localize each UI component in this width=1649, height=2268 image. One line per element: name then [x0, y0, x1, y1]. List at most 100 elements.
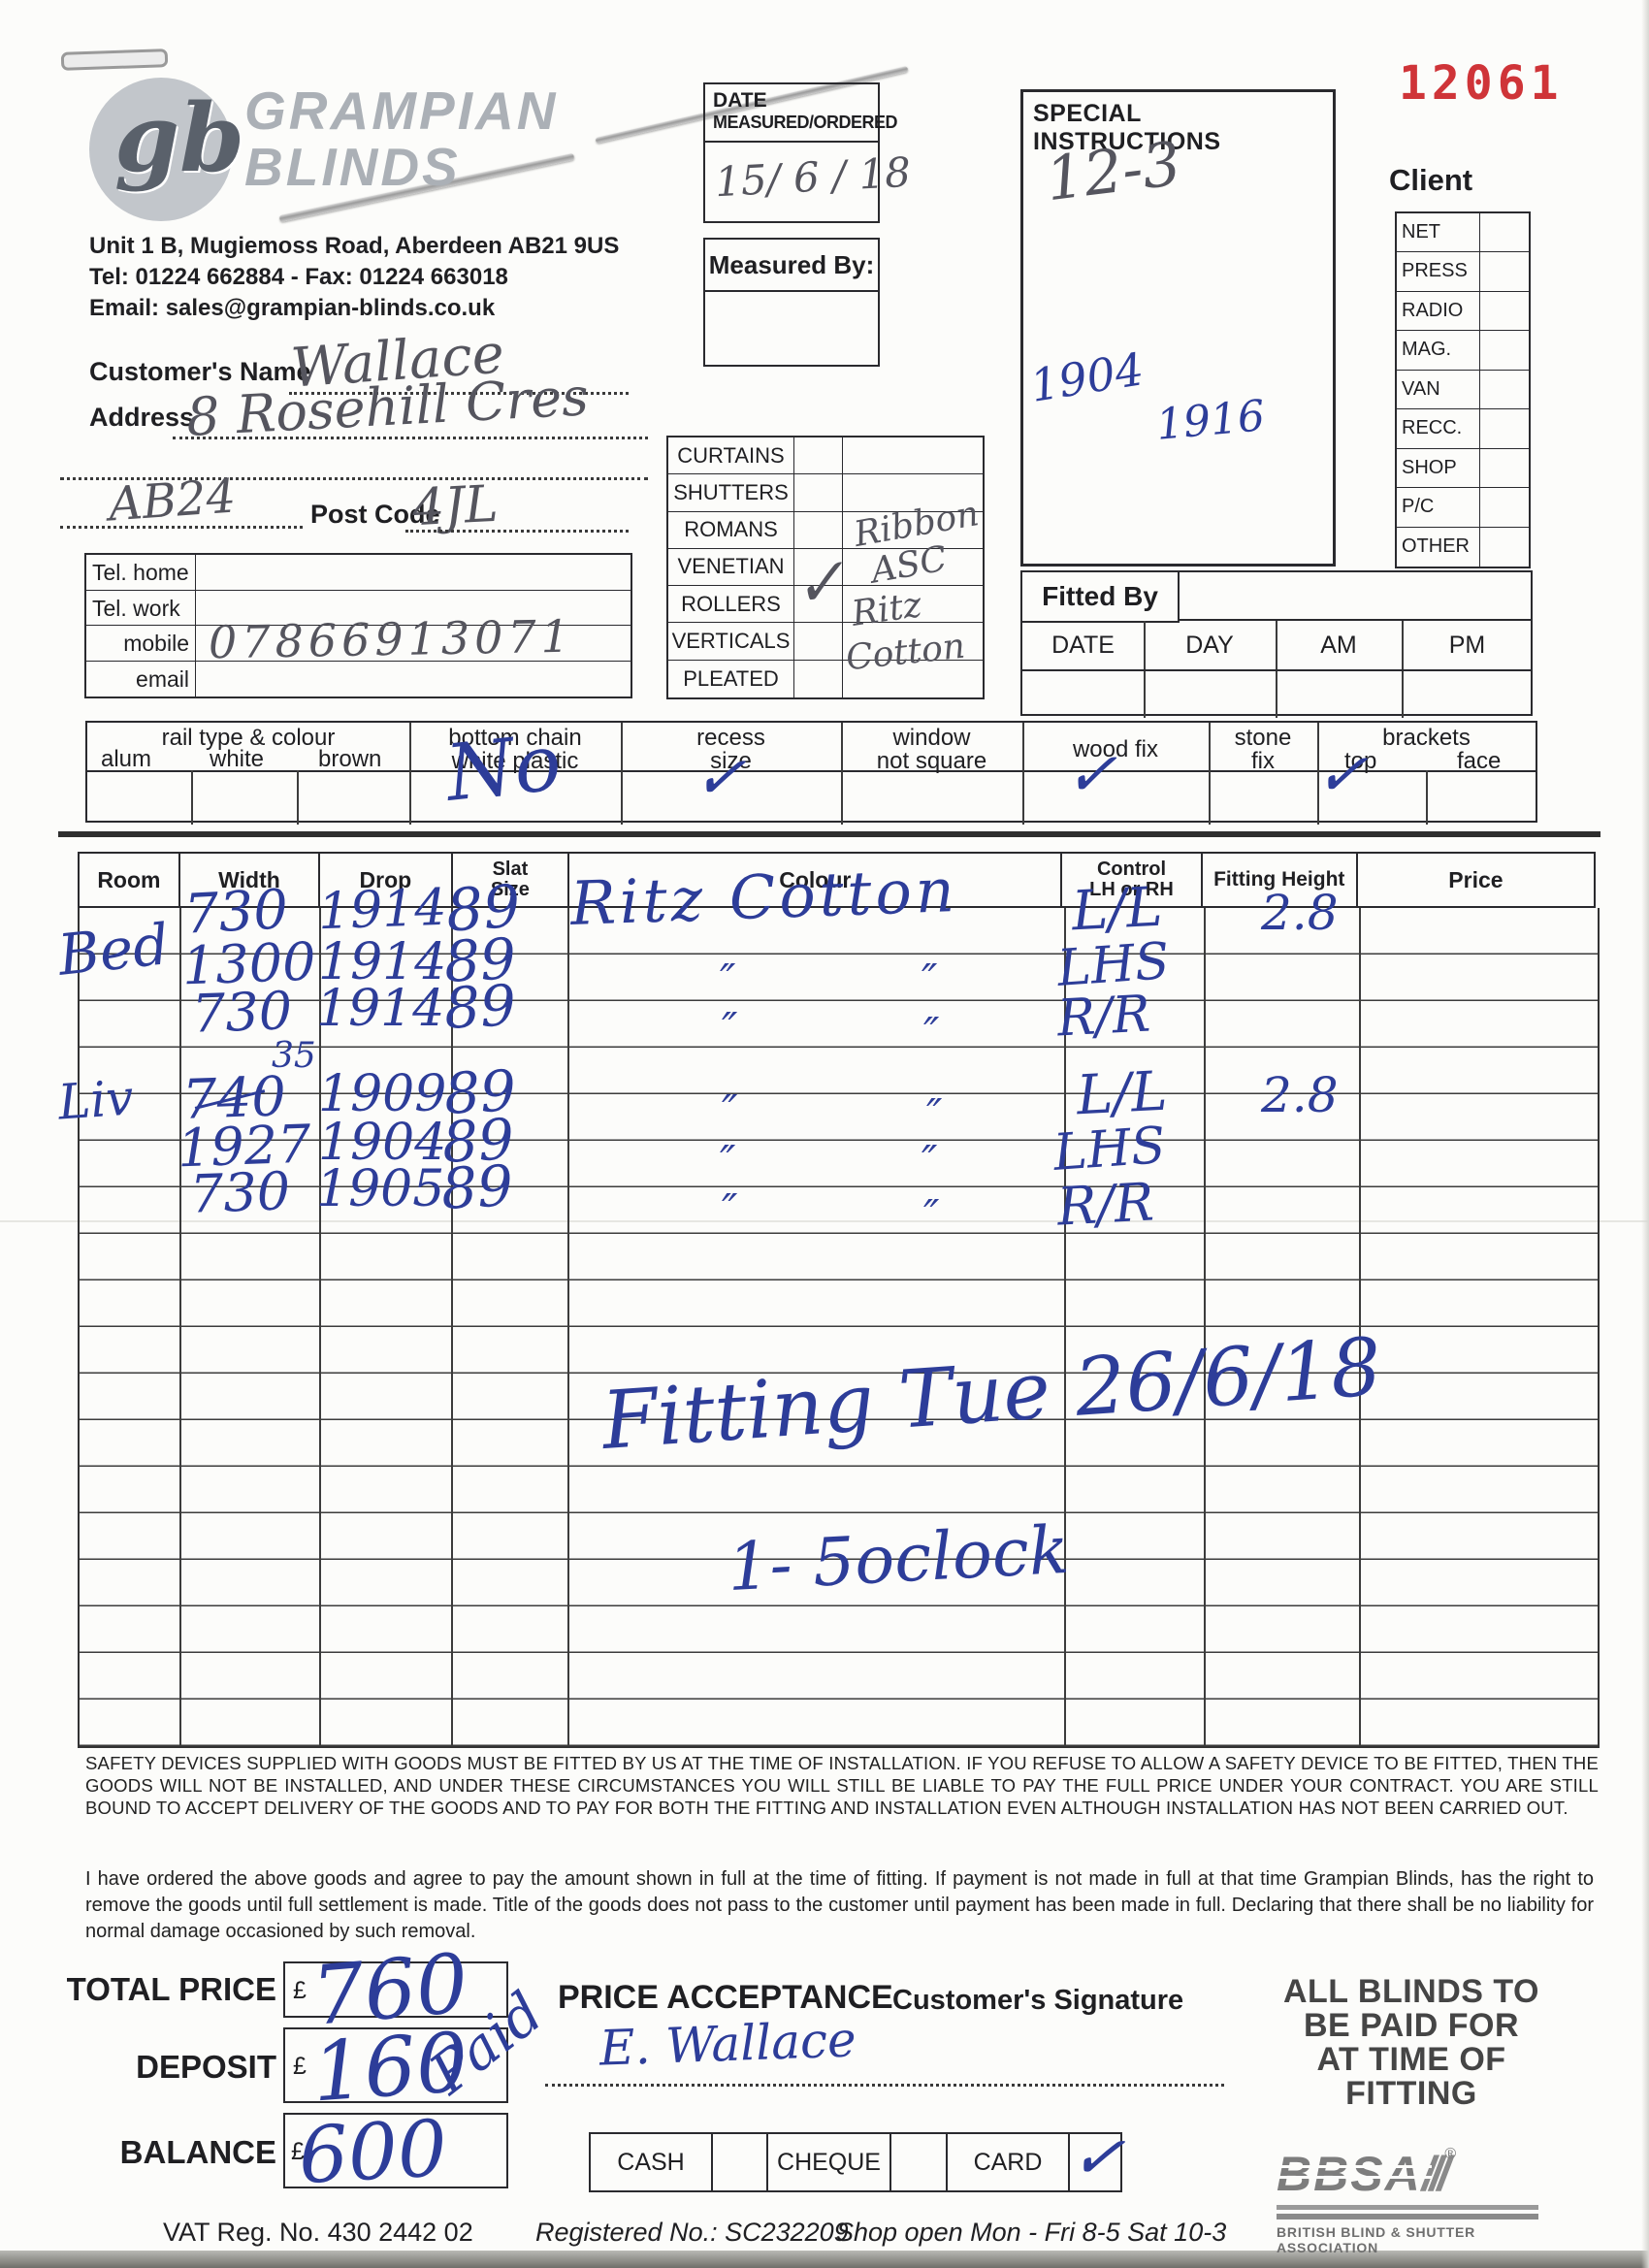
order-table-body [78, 908, 1600, 1748]
scan-right-edge [1641, 0, 1649, 2268]
payment-cheque-label: CHEQUE [768, 2134, 891, 2190]
client-row-recc: RECC. [1397, 409, 1480, 448]
phone-label-work: Tel. work [86, 590, 196, 625]
customers-signature-label: Customer's Signature [892, 1985, 1184, 2016]
client-row-radio: RADIO [1397, 291, 1480, 331]
deposit-label: DEPOSIT [136, 2049, 276, 2085]
wood-fix-tick: ✓ [1063, 738, 1118, 812]
row1-colour: Ritz Cotton [568, 855, 959, 939]
bbsa-stripe [1277, 2205, 1538, 2210]
fitted-by-label: Fitted By [1042, 581, 1158, 611]
customer-address2-value: AB24 [107, 469, 238, 533]
options-strip: rail type & colour alum white brown bott… [85, 721, 1537, 825]
client-checkbox [1480, 213, 1529, 251]
payment-card-label: CARD [948, 2134, 1070, 2190]
row6-drop: 1905 [316, 1160, 445, 1218]
section-divider-rule [58, 831, 1600, 837]
phone-home-value [196, 555, 630, 590]
client-row-pc: P/C [1397, 488, 1480, 527]
col-header-drop: Drop [320, 852, 453, 908]
customer-signature: E. Wallace [598, 2011, 857, 2077]
order-table-header: Room Width Drop Slat Size Colour Control L… [78, 852, 1596, 908]
bbsa-logo: BBSA///® BRITISH BLIND & SHUTTER ASSOCIA… [1277, 2146, 1568, 2255]
row4-height: 2.8 [1261, 1067, 1339, 1123]
deposit-box [283, 2027, 508, 2103]
client-checkbox [1480, 252, 1529, 290]
terms-paragraph-2: I have ordered the above goods and agree… [85, 1868, 1594, 1942]
postcode-dotted-line-right [405, 530, 629, 533]
company-logo-letters: gb [114, 83, 245, 193]
client-checkbox [1480, 409, 1529, 447]
company-email: Email: sales@grampian-blinds.co.uk [89, 295, 496, 321]
fitted-by-col-date: DATE [1051, 631, 1115, 659]
row1-drop: 1914 [316, 878, 448, 942]
client-checkbox [1480, 449, 1529, 487]
row5-drop: 1904 [318, 1114, 447, 1172]
special-instructions-label: SPECIAL INSTRUCTIONS [1033, 100, 1221, 155]
col-header-width: Width [179, 852, 321, 908]
row4-drop: 1909 [318, 1065, 447, 1123]
client-checkbox [1480, 488, 1529, 526]
payment-card-tick: ✓ [1067, 2117, 1129, 2197]
row4-ditto-2: ″ [926, 1090, 943, 1140]
recess-tick: ✓ [691, 740, 749, 816]
bbsa-letter-cutline [1277, 2165, 1432, 2168]
brackets-opt-top: top [1344, 748, 1377, 774]
rail-type-title: rail type & colour [161, 725, 336, 751]
product-check-cell [794, 474, 843, 511]
bbsa-registered-mark: ® [1444, 2146, 1457, 2162]
balance-box [283, 2113, 508, 2188]
client-row-net: NET [1397, 213, 1480, 252]
fitted-by-box: Fitted By DATE DAY AM PM [1020, 570, 1533, 718]
deposit-currency: £ [293, 2053, 307, 2080]
client-checkbox [1480, 371, 1529, 408]
col-header-room: Room [78, 852, 180, 908]
product-verticals: VERTICALS [668, 623, 794, 660]
document-number: 12061 [1399, 56, 1564, 111]
col-header-colour: Colour [569, 852, 1063, 908]
product-check-cell [794, 623, 843, 660]
recess-label-1: recess [696, 725, 765, 751]
postcode-value: 4JL [410, 474, 500, 538]
special-note-3: 1916 [1153, 391, 1267, 450]
mobile-number-handwriting: 07866913071 [208, 609, 575, 669]
product-note-cell [843, 437, 983, 473]
row4-ditto-1: ″ [722, 1086, 738, 1136]
rail-opt-alum: alum [101, 746, 152, 772]
notice-line-1: ALL BLINDS TO [1282, 1973, 1540, 2010]
payment-method-table: CASH CHEQUE CARD [589, 2132, 1122, 2192]
company-telfax: Tel: 01224 662884 - Fax: 01224 663018 [89, 264, 508, 290]
staple [60, 49, 169, 71]
product-check-cell [794, 548, 843, 586]
row3-ditto-2: ″ [923, 1009, 940, 1058]
product-romans: ROMANS [668, 511, 794, 548]
brackets-opt-face: face [1457, 748, 1502, 774]
col-header-slat-size: Slat Size [452, 852, 570, 908]
balance-label: BALANCE [119, 2134, 276, 2170]
client-row-mag: MAG. [1397, 331, 1480, 370]
bbsa-stripe [1277, 2214, 1538, 2219]
postcode-dotted-line-left [60, 526, 303, 529]
col-header-price: Price [1357, 852, 1596, 908]
row5-ditto-1: ″ [720, 1137, 736, 1186]
window-label-1: window [892, 725, 971, 751]
company-logo [89, 78, 233, 221]
date-box-label-line2: MEASURED/ORDERED [713, 113, 898, 132]
notice-line-4: FITTING [1345, 2075, 1477, 2112]
balance-value: 600 [296, 2103, 450, 2201]
product-check-cell [794, 586, 843, 623]
bottom-chain-value: No [441, 717, 566, 819]
total-price-label: TOTAL PRICE [66, 1971, 276, 2007]
rail-opt-brown: brown [318, 746, 382, 772]
product-venetian: VENETIAN [668, 548, 794, 586]
price-acceptance-title: PRICE ACCEPTANCE [558, 1979, 893, 2016]
product-rollers: ROLLERS [668, 586, 794, 623]
col-header-fitting-height: Fitting Height [1202, 852, 1358, 908]
measured-by-label: Measured By: [708, 249, 875, 279]
wood-fix-label: wood fix [1072, 736, 1159, 762]
address2-dotted-line [60, 477, 648, 480]
total-price-box [283, 1961, 508, 2018]
bottom-chain-label-1: bottom chain [448, 725, 582, 751]
date-measured-box: DATE MEASURED/ORDERED [703, 82, 898, 223]
